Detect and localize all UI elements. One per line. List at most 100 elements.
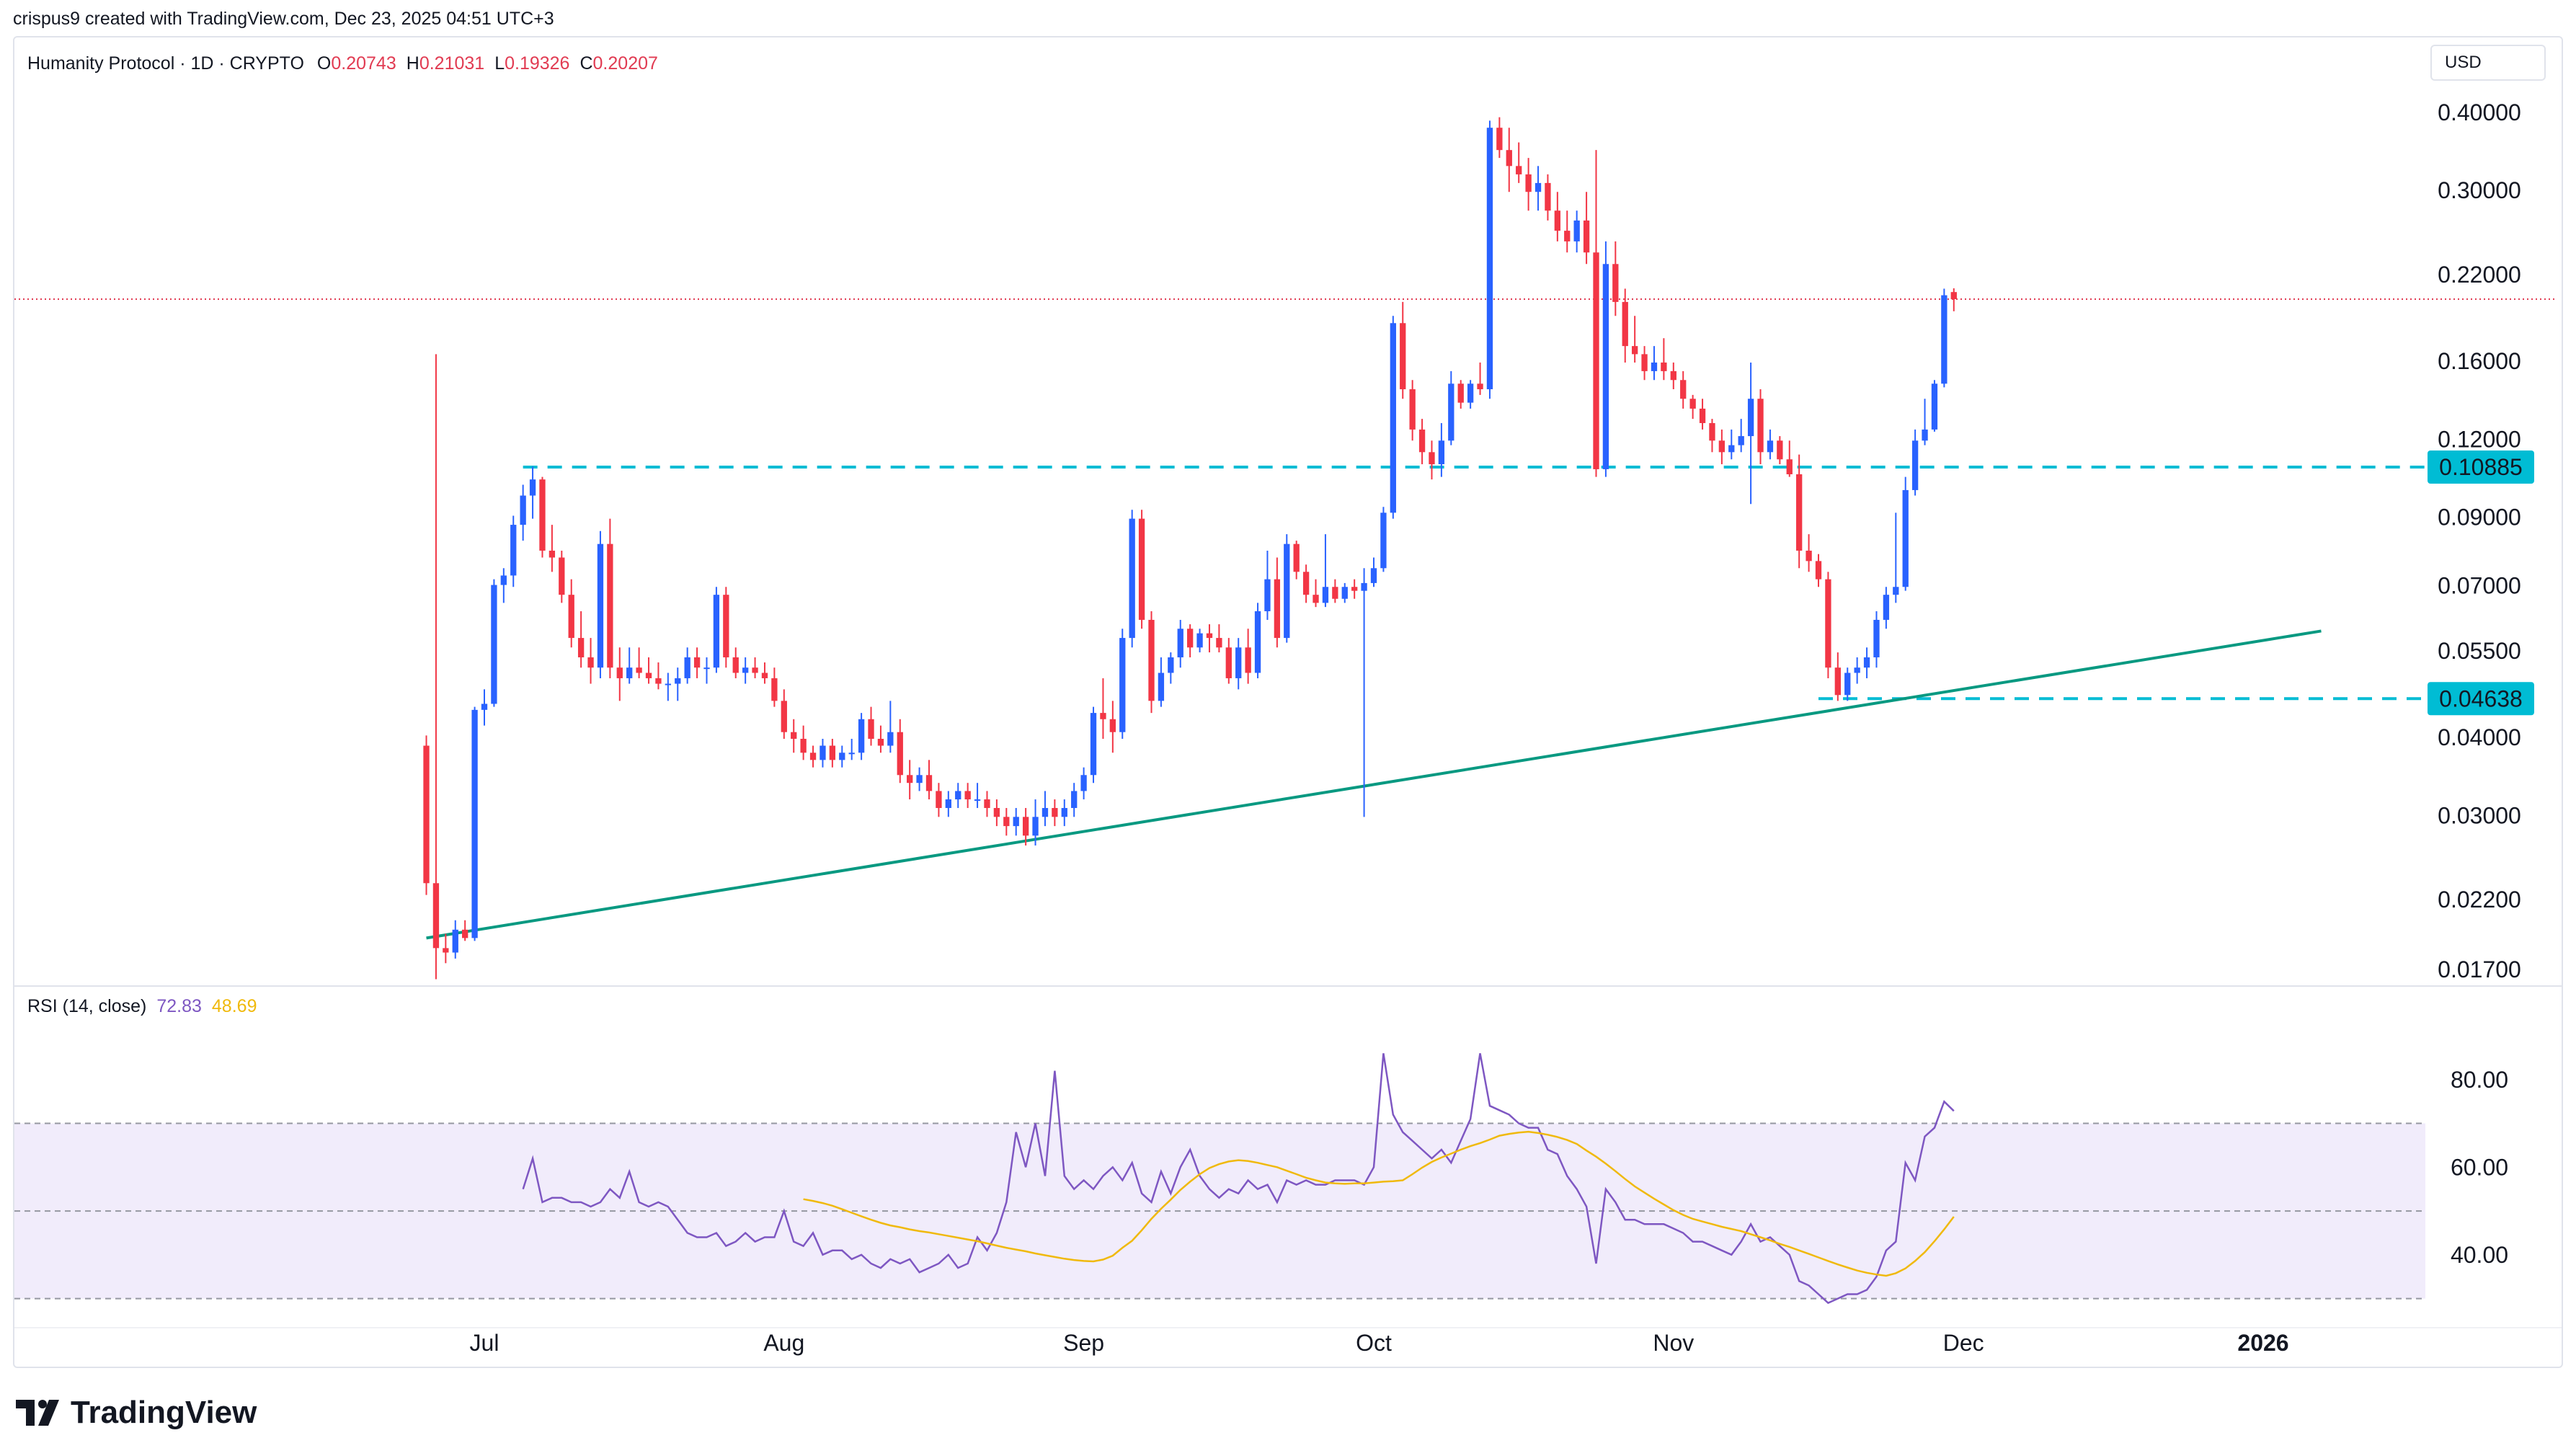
candle-body — [1448, 383, 1454, 441]
candle-body — [1196, 633, 1203, 648]
candle-body — [1400, 323, 1406, 390]
candle-body — [1052, 807, 1058, 817]
candle-body — [1941, 295, 1947, 384]
candle-body — [1313, 595, 1319, 603]
candle-body — [1931, 383, 1938, 430]
price-axis-label: 0.12000 — [2438, 426, 2521, 452]
candle-body — [1090, 713, 1097, 776]
candle-body — [529, 479, 536, 496]
candle-body — [1264, 579, 1271, 611]
grid-layer — [14, 298, 2562, 987]
candle-body — [925, 775, 933, 791]
rsi-value: 72.83 — [156, 996, 202, 1016]
candle-body — [1284, 543, 1290, 639]
time-axis-label: 2026 — [2237, 1330, 2288, 1356]
price-axis-label: 0.40000 — [2438, 99, 2521, 125]
support-price-tag — [2428, 682, 2534, 716]
candle-body — [1302, 572, 1310, 595]
candle-body — [443, 948, 449, 953]
time-axis-label: Sep — [1063, 1330, 1104, 1356]
candle-body — [1786, 459, 1793, 474]
price-axis-label: 0.05500 — [2438, 638, 2521, 664]
candle-body — [1080, 775, 1087, 791]
candle-body — [1612, 264, 1619, 302]
candle-body — [1854, 667, 1860, 673]
rsi-ma-line — [803, 1130, 1955, 1277]
candle-body — [636, 667, 642, 673]
open-value: 0.20743 — [331, 53, 396, 74]
candle-body — [1709, 422, 1715, 441]
candle-body — [1322, 587, 1329, 603]
candle-body — [742, 667, 749, 673]
candle-body — [1883, 595, 1890, 620]
candle-body — [1806, 550, 1812, 561]
candle-body — [955, 791, 961, 800]
candle-body — [1796, 474, 1803, 551]
candle-body — [887, 732, 894, 746]
candle-body — [993, 807, 1000, 817]
candle-body — [1747, 399, 1754, 437]
rsi-axis-label: 60.00 — [2451, 1154, 2508, 1180]
chart-canvas[interactable]: 0.40000 0.30000 0.22000 0.16000 0.12000 0.090… — [14, 37, 2563, 1368]
price-axis-label: 0.03000 — [2438, 802, 2521, 828]
candle-body — [1216, 638, 1222, 648]
candle-body — [1863, 657, 1870, 668]
candle-body — [1332, 587, 1338, 599]
axes-layer: 0.40000 0.30000 0.22000 0.16000 0.12000 0.090… — [14, 99, 2562, 1356]
candle-body — [655, 678, 662, 684]
candle-body — [1177, 629, 1183, 657]
candle-body — [1718, 440, 1726, 453]
candle-body — [1554, 210, 1561, 231]
candle-body — [1032, 817, 1039, 836]
candle-body — [1390, 323, 1396, 513]
candle-body — [1003, 817, 1010, 827]
candle-body — [1235, 647, 1242, 678]
time-axis-label: Oct — [1356, 1330, 1392, 1356]
candle-body — [858, 719, 865, 753]
candle-body — [597, 543, 604, 668]
currency-label: USD — [2445, 53, 2482, 72]
candle-body — [1129, 518, 1135, 639]
support-price-tag-label: 0.04638 — [2439, 685, 2523, 711]
tradingview-logo-icon — [16, 1400, 59, 1426]
candle-body — [1168, 657, 1174, 673]
candle-body — [675, 678, 681, 684]
candle-body — [1593, 252, 1599, 469]
candle-body — [1119, 638, 1126, 732]
candle-body — [1602, 264, 1609, 469]
candle-body — [1834, 667, 1841, 696]
candle-body — [809, 753, 817, 760]
tradingview-logo[interactable]: TradingView — [16, 1395, 257, 1431]
candle-body — [1844, 672, 1851, 696]
candle-body — [907, 775, 913, 784]
candle-body — [1950, 292, 1957, 300]
candle-body — [1467, 383, 1474, 403]
candle-body — [771, 678, 778, 701]
candle-body — [587, 657, 594, 668]
candle-body — [1728, 445, 1735, 453]
candle-body — [1380, 512, 1387, 569]
candle-body — [1902, 489, 1909, 587]
candle-body — [1622, 301, 1628, 347]
candle-body — [974, 799, 981, 802]
low-label: L — [494, 53, 505, 74]
currency-selector[interactable]: USD — [2430, 45, 2546, 81]
candle-body — [1158, 672, 1165, 701]
candle-body — [1206, 633, 1213, 639]
tradingview-logo-text: TradingView — [71, 1395, 257, 1430]
candle-body — [1525, 174, 1532, 192]
open-label: O — [316, 53, 332, 74]
price-axis-label: 0.22000 — [2438, 262, 2521, 288]
candle-body — [1767, 440, 1774, 453]
chart-panel[interactable]: 0.40000 0.30000 0.22000 0.16000 0.12000 0.090… — [13, 36, 2563, 1368]
candle-body — [1100, 713, 1106, 719]
candle-body — [491, 585, 497, 704]
candle-body — [1013, 817, 1019, 827]
candle-body — [693, 657, 701, 668]
rsi-line — [522, 1053, 1955, 1305]
candle-body — [1738, 436, 1744, 445]
candle-body — [423, 745, 430, 884]
trendline-layer — [426, 629, 2322, 940]
candle-body — [916, 775, 923, 784]
low-value: 0.19326 — [505, 53, 570, 74]
